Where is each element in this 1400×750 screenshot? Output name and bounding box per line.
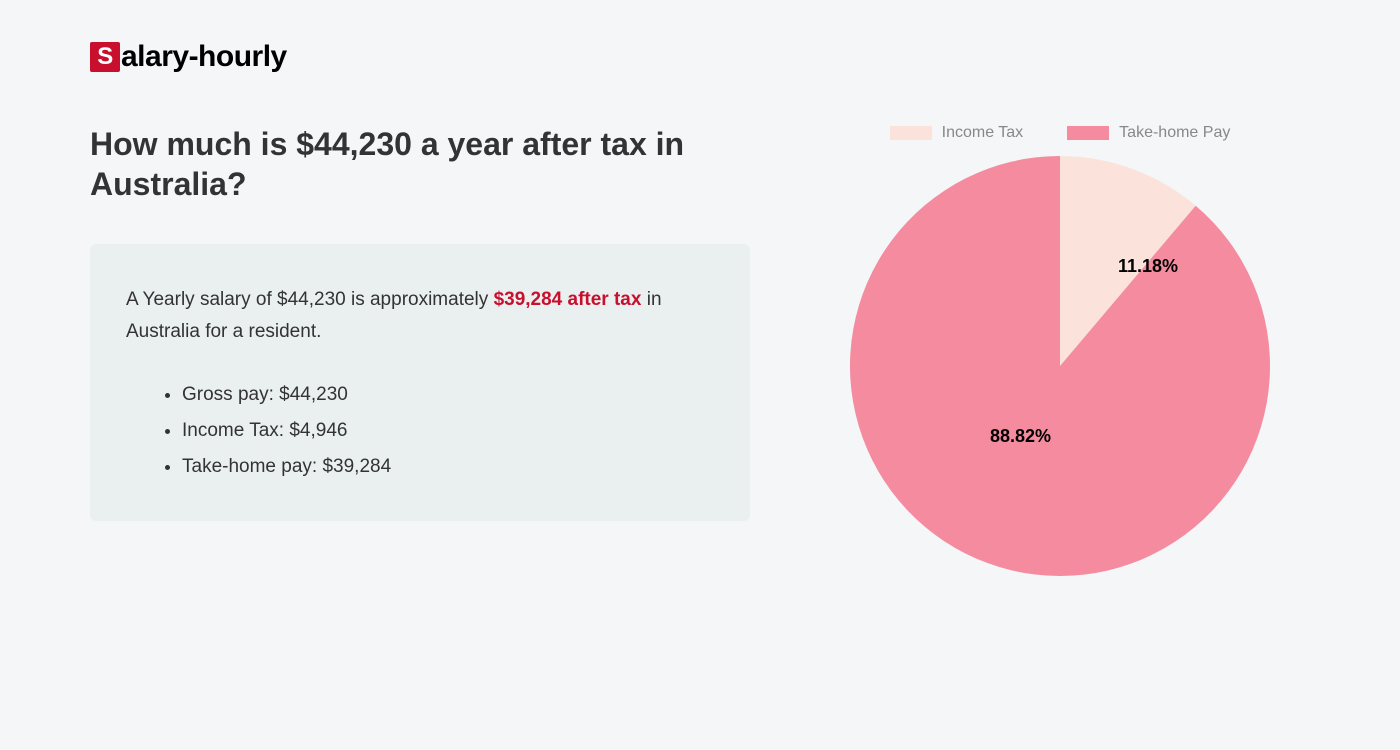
logo-text: alary-hourly — [121, 40, 287, 74]
legend-label: Take-home Pay — [1119, 124, 1230, 142]
chart-legend: Income Tax Take-home Pay — [890, 124, 1231, 142]
legend-item-income-tax: Income Tax — [890, 124, 1024, 142]
logo-badge: S — [90, 42, 120, 72]
list-item: Take-home pay: $39,284 — [182, 449, 714, 485]
site-logo: Salary-hourly — [90, 40, 1310, 74]
page-title: How much is $44,230 a year after tax in … — [90, 124, 750, 204]
pie-svg — [850, 156, 1270, 576]
legend-swatch — [890, 126, 932, 140]
legend-swatch — [1067, 126, 1109, 140]
list-item: Income Tax: $4,946 — [182, 413, 714, 449]
pie-chart: 11.18% 88.82% — [850, 156, 1270, 576]
legend-label: Income Tax — [942, 124, 1024, 142]
slice-label-income-tax: 11.18% — [1118, 256, 1178, 277]
list-item: Gross pay: $44,230 — [182, 377, 714, 413]
summary-box: A Yearly salary of $44,230 is approximat… — [90, 244, 750, 521]
summary-text: A Yearly salary of $44,230 is approximat… — [126, 284, 714, 349]
legend-item-take-home: Take-home Pay — [1067, 124, 1230, 142]
summary-highlight: $39,284 after tax — [494, 289, 642, 310]
breakdown-list: Gross pay: $44,230 Income Tax: $4,946 Ta… — [126, 377, 714, 485]
summary-pre: A Yearly salary of $44,230 is approximat… — [126, 289, 494, 310]
slice-label-take-home: 88.82% — [990, 426, 1051, 447]
